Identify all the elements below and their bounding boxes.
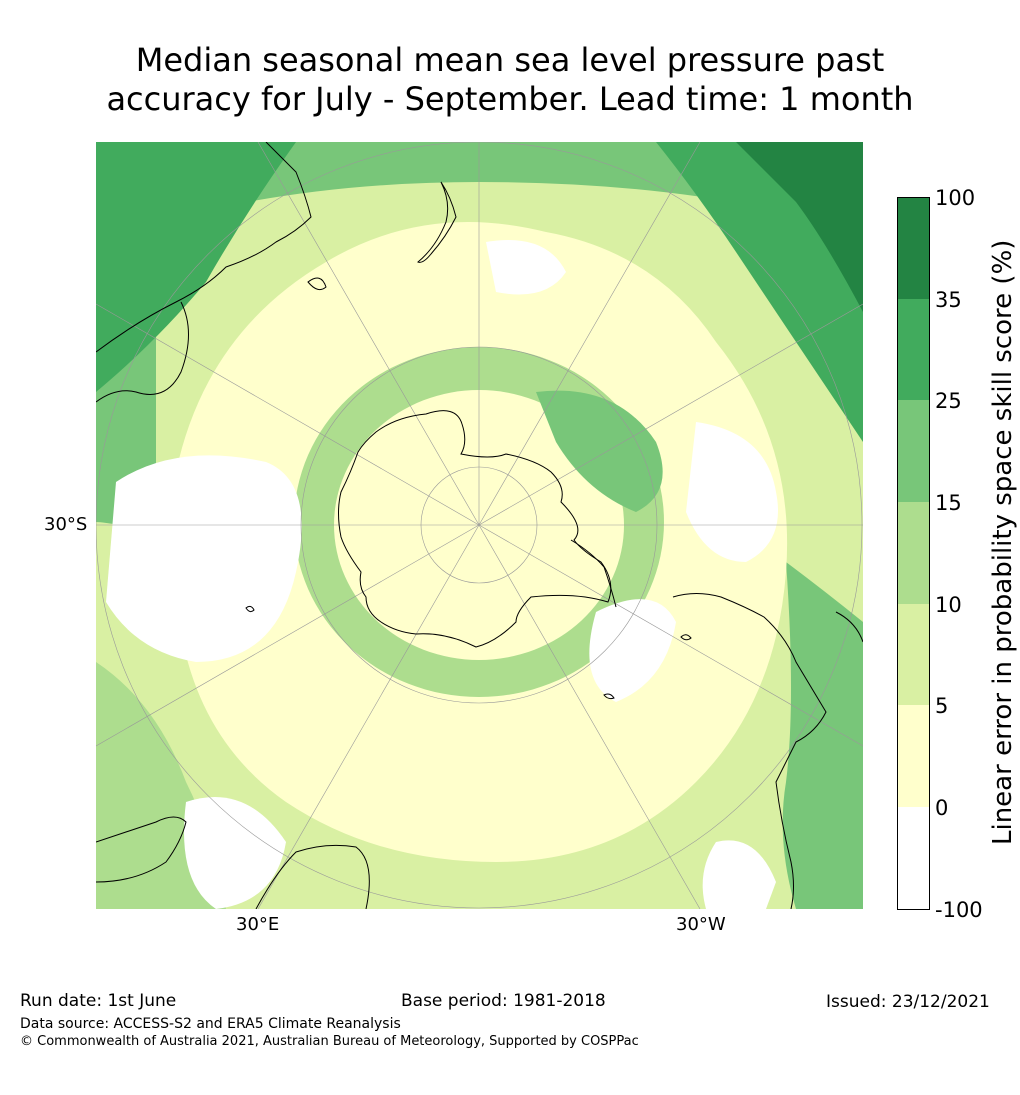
field-region-white-southeast [702,840,776,909]
graticule [96,142,863,909]
colorbar [897,197,930,910]
antarctic-peninsula-coastline [570,539,617,608]
field-region-white-north [486,240,566,295]
data-source: Data source: ACCESS-S2 and ERA5 Climate … [20,1016,401,1032]
field-region-white-indian-ocean [106,455,302,662]
colorbar-tick-label: 0 [935,796,949,820]
meridian-line [478,524,701,909]
colorbar-bin-0-5 [897,705,930,807]
latitude-label-30s: 30°S [44,514,88,535]
field-region-white-south [184,797,286,909]
south-america-coastline [672,593,827,909]
colorbar-tick-label: 100 [935,186,976,210]
colorbar-frame [897,197,930,910]
issued-date: Issued: 23/12/2021 [826,992,990,1012]
australia-south-coast [96,301,189,403]
meridian-line [478,142,701,526]
meridian-line [96,303,480,526]
run-date: Run date: 1st June [20,991,177,1011]
longitude-label-30e: 30°E [236,914,280,935]
small-island-falklands [680,634,692,641]
field-region-pacific-green [536,390,663,512]
africa-south-tip [255,844,370,909]
chart-title-line-2: accuracy for July - September. Lead time… [106,80,914,118]
colorbar-tick-label: 15 [935,491,962,515]
meridian-line [257,524,480,909]
small-island-south-georgia [603,693,615,700]
copyright-notice: © Commonwealth of Australia 2021, Austra… [20,1034,639,1049]
meridian-line [96,524,480,747]
tasmania-coastline [307,277,327,291]
longitude-label-30w: 30°W [676,914,726,935]
base-period: Base period: 1981-2018 [401,991,606,1011]
colorbar-bin-25-35 [897,299,930,400]
africa-coastline [96,816,187,883]
field-region-white-pacific [686,422,778,562]
antarctica-coastline [338,410,612,648]
south-america-east-coast [835,611,863,643]
australia-coastline [96,142,312,353]
map-panel [96,142,863,909]
colorbar-tick-label: 10 [935,593,962,617]
field-region-top-right-dark [736,142,863,312]
colorbar-bin-15-25 [897,400,930,502]
coastlines [96,142,863,909]
small-island-kerguelen [245,605,255,613]
colorbar-bin-35-100 [897,197,930,299]
colorbar-label: Linear error in probability space skill … [988,239,1018,845]
meridian-line [478,524,863,747]
colorbar-tick-label: 25 [935,389,962,413]
field-region-top-band [96,142,863,242]
chart-title-line-1: Median seasonal mean sea level pressure … [135,41,885,79]
colorbar-bin-10-15 [897,502,930,604]
new-zealand-coastline [417,181,457,263]
meridian-line [257,142,480,526]
colorbar-tick-label: -100 [935,898,983,922]
colorbar-bin-5-10 [897,604,930,705]
field-region-white-atlantic [589,599,676,702]
colorbar-tick-label: 35 [935,288,962,312]
colorbar-tick-label: 5 [935,694,949,718]
meridian-line [478,303,863,526]
field-region-right-green [782,562,863,909]
colorbar-bin-neg100-0 [897,807,930,910]
